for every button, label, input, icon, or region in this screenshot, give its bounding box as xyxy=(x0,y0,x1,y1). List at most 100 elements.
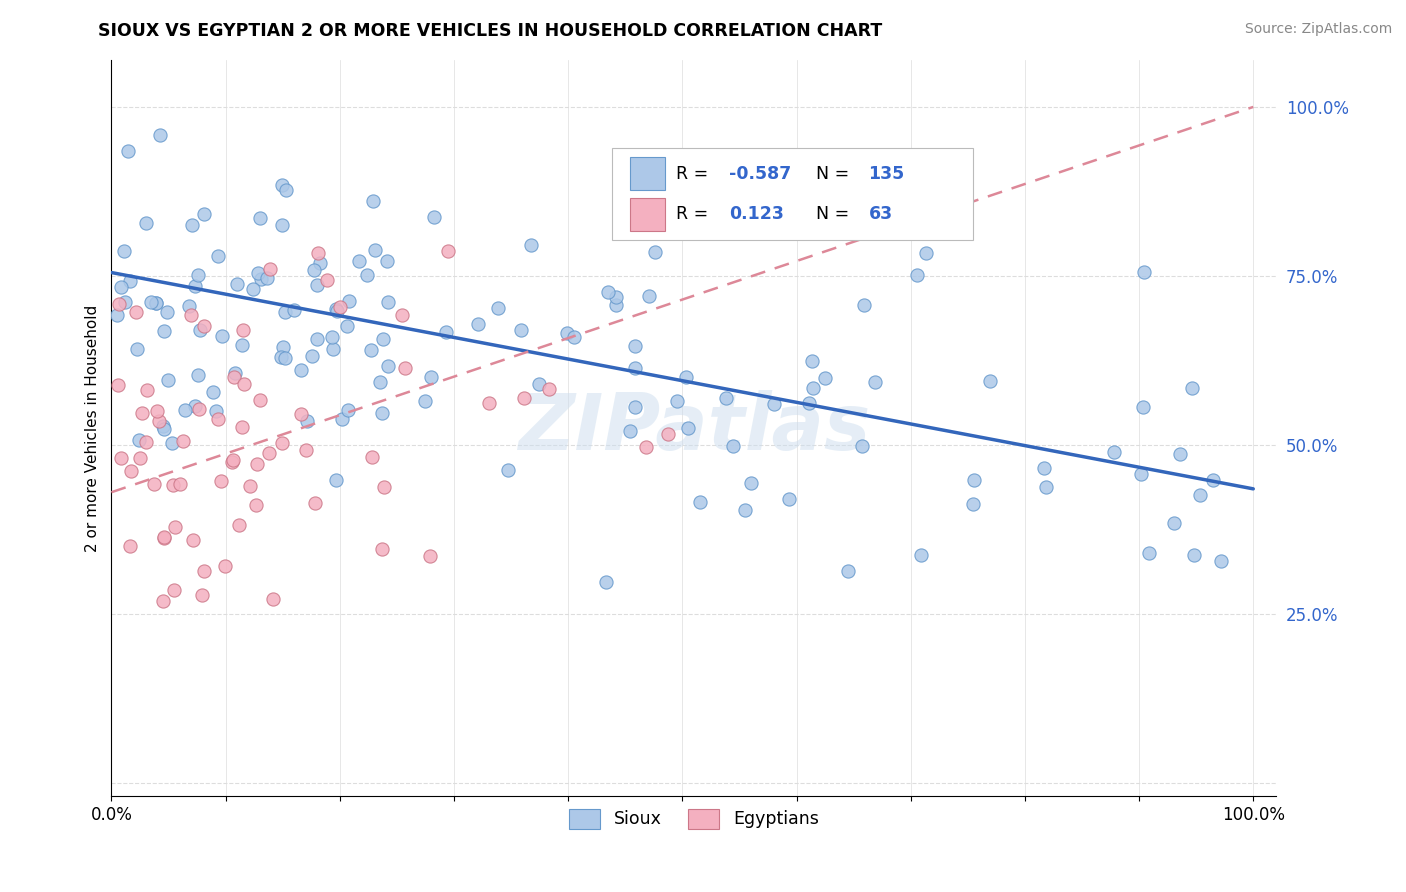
Point xyxy=(1132,401,1154,415)
Point xyxy=(1033,461,1056,475)
Point xyxy=(665,393,688,408)
Point xyxy=(368,375,391,389)
Point xyxy=(329,300,352,314)
Point xyxy=(108,297,131,311)
Point xyxy=(619,424,641,438)
Point xyxy=(153,531,176,545)
Point xyxy=(231,419,253,434)
FancyBboxPatch shape xyxy=(630,198,665,231)
Point xyxy=(228,518,250,533)
Point xyxy=(135,216,157,230)
Point xyxy=(256,270,278,285)
Point xyxy=(910,548,932,562)
Point xyxy=(148,414,170,428)
Point xyxy=(295,414,318,428)
Point xyxy=(112,244,135,259)
Point xyxy=(129,450,152,465)
Point xyxy=(149,128,172,142)
Point xyxy=(152,418,174,433)
Point xyxy=(294,443,316,458)
Point xyxy=(624,339,647,353)
Point xyxy=(1189,488,1212,502)
Point xyxy=(356,268,378,282)
Point xyxy=(801,381,824,395)
Point xyxy=(309,256,332,270)
Point xyxy=(259,262,281,277)
Point xyxy=(336,319,359,334)
Point xyxy=(363,244,385,258)
Point xyxy=(624,400,647,414)
Point xyxy=(316,273,339,287)
Point xyxy=(156,304,179,318)
Point xyxy=(519,238,541,252)
Point xyxy=(271,178,294,192)
Point xyxy=(283,303,305,318)
Point xyxy=(1130,467,1153,481)
Point xyxy=(180,308,202,322)
Text: -0.587: -0.587 xyxy=(728,165,792,183)
Point xyxy=(689,495,711,509)
Point xyxy=(177,299,200,313)
Point xyxy=(778,491,800,506)
Point xyxy=(191,588,214,602)
Point xyxy=(141,294,163,309)
Point xyxy=(187,268,209,283)
Point xyxy=(325,302,347,317)
Point xyxy=(187,402,209,417)
Text: SIOUX VS EGYPTIAN 2 OR MORE VEHICLES IN HOUSEHOLD CORRELATION CHART: SIOUX VS EGYPTIAN 2 OR MORE VEHICLES IN … xyxy=(98,22,883,40)
Point xyxy=(193,319,215,334)
Point xyxy=(249,211,271,226)
Point xyxy=(205,404,228,418)
Text: R =: R = xyxy=(676,165,714,183)
Legend: Sioux, Egyptians: Sioux, Egyptians xyxy=(562,802,825,836)
Point xyxy=(1209,554,1232,568)
Point xyxy=(837,564,859,578)
Point xyxy=(337,294,360,309)
Point xyxy=(963,473,986,487)
Point xyxy=(224,370,246,384)
Point xyxy=(207,411,229,425)
Point xyxy=(394,360,416,375)
Text: 135: 135 xyxy=(869,165,904,183)
Point xyxy=(153,422,176,436)
Point xyxy=(125,342,148,356)
Point xyxy=(305,332,328,346)
Point xyxy=(214,558,236,573)
Point xyxy=(624,361,647,376)
Point xyxy=(814,371,837,385)
Point xyxy=(1181,381,1204,395)
Point xyxy=(962,497,984,511)
Text: N =: N = xyxy=(815,165,855,183)
Point xyxy=(513,392,536,406)
Point xyxy=(165,520,187,534)
Point xyxy=(184,279,207,293)
Point xyxy=(257,446,280,460)
Point xyxy=(905,268,928,283)
Point xyxy=(207,249,229,263)
Point xyxy=(145,404,167,418)
Point xyxy=(270,350,292,364)
Point xyxy=(157,373,180,387)
Point xyxy=(740,476,762,491)
Point xyxy=(377,359,399,373)
Point xyxy=(152,325,174,339)
Point xyxy=(131,406,153,420)
Point xyxy=(595,575,617,590)
Point xyxy=(172,434,194,448)
Point xyxy=(510,322,533,336)
Point xyxy=(128,433,150,447)
Text: N =: N = xyxy=(815,205,855,223)
Point xyxy=(145,296,167,310)
Point xyxy=(1163,516,1185,530)
Point xyxy=(193,207,215,221)
Point xyxy=(467,317,489,331)
Point xyxy=(537,382,560,396)
Point xyxy=(302,263,325,277)
Point xyxy=(377,295,399,310)
Point xyxy=(152,594,174,608)
Point xyxy=(152,530,174,544)
Point xyxy=(360,450,382,464)
Point xyxy=(250,272,273,286)
Point xyxy=(979,375,1001,389)
Point xyxy=(527,376,550,391)
